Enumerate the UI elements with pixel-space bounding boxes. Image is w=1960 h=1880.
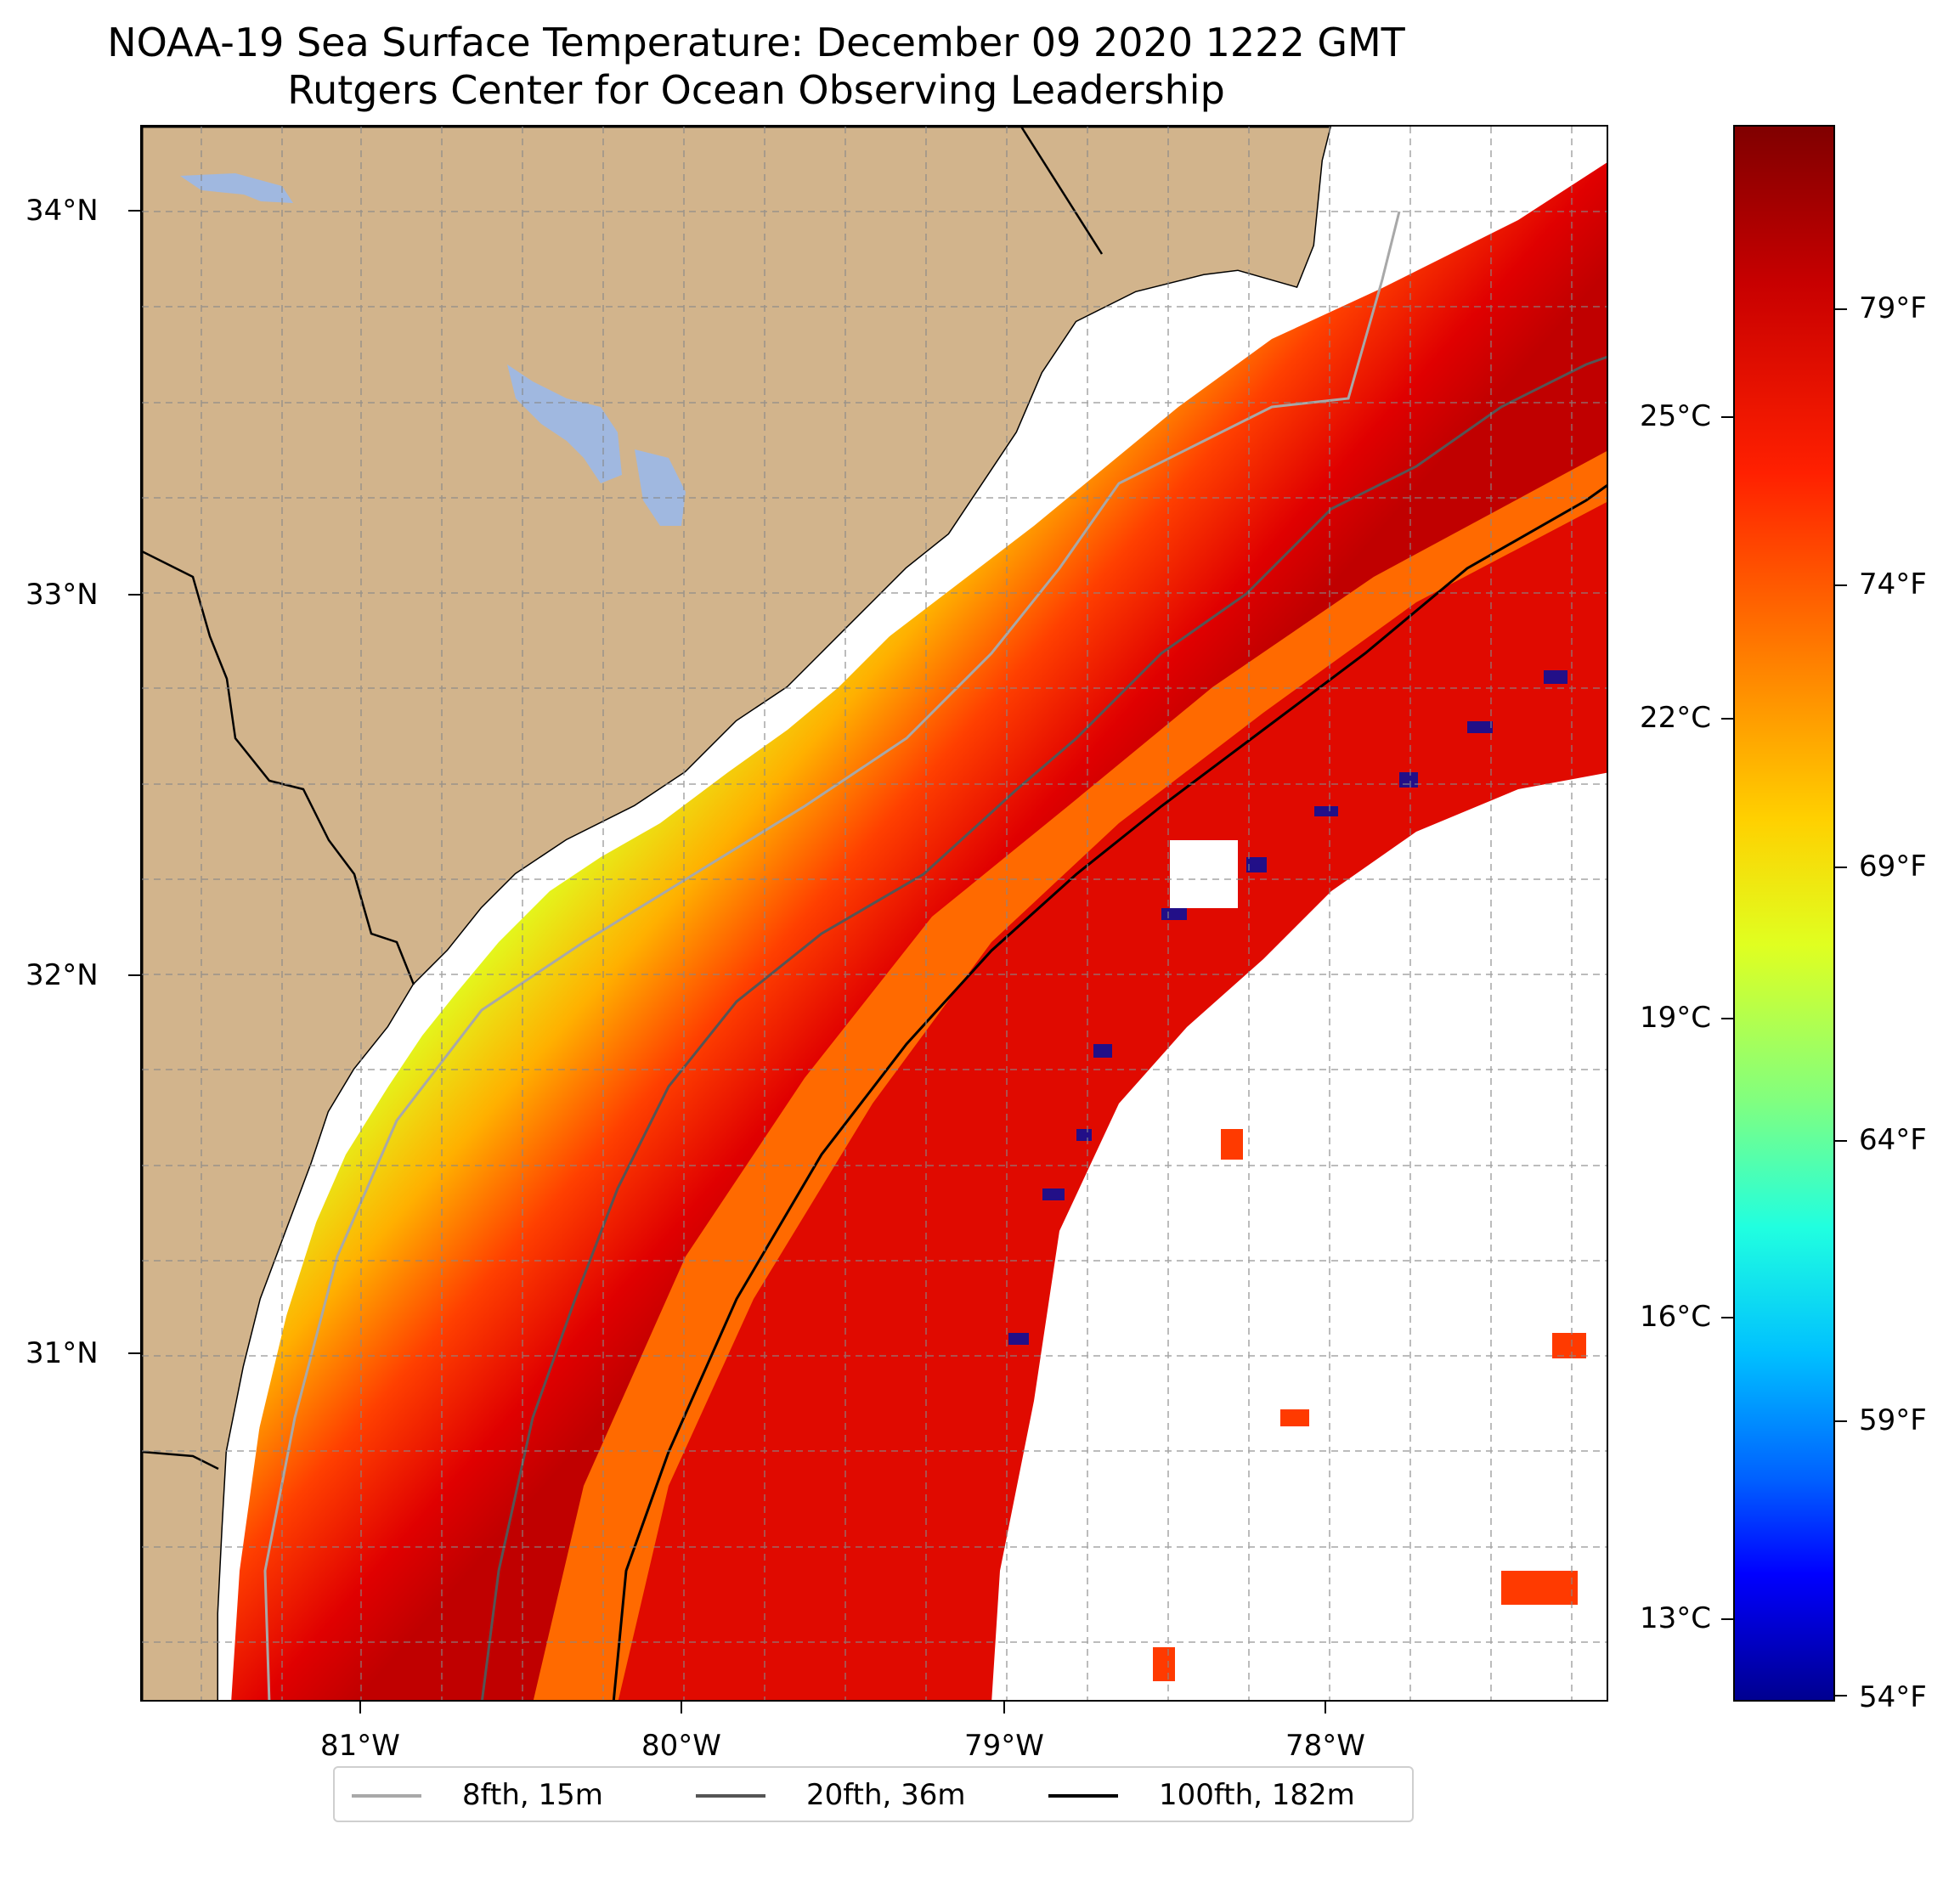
colorbar-label-fahrenheit: 54°F (1859, 1680, 1927, 1714)
colorbar-tick (1721, 1317, 1733, 1318)
lat-tick (128, 974, 140, 976)
colorbar-tick (1721, 718, 1733, 720)
legend-item-8fth: 8fth, 15m (352, 1776, 675, 1814)
colorbar-label-fahrenheit: 79°F (1859, 291, 1927, 325)
colorbar-tick (1721, 1618, 1733, 1620)
colorbar-label-celsius: 13°C (1640, 1601, 1712, 1635)
coastal-no-data (218, 127, 1365, 1700)
lon-tick (1003, 1702, 1005, 1713)
legend-swatch (1048, 1794, 1118, 1798)
colorbar-label-fahrenheit: 64°F (1859, 1123, 1927, 1157)
colorbar-label-fahrenheit: 69°F (1859, 850, 1927, 884)
lon-label-81w: 81°W (320, 1729, 400, 1763)
colorbar-label-fahrenheit: 74°F (1859, 567, 1927, 601)
lat-tick (128, 1352, 140, 1354)
lat-label-34n: 34°N (25, 194, 99, 228)
lat-label-31n: 31°N (25, 1336, 99, 1370)
colorbar-tick (1835, 1695, 1847, 1697)
state-border (142, 550, 415, 985)
legend-item-20fth: 20fth, 36m (696, 1776, 1019, 1814)
colorbar-label-celsius: 25°C (1640, 399, 1712, 433)
isobath-20fth (481, 355, 1607, 1700)
colorbar-label-fahrenheit: 59°F (1859, 1403, 1927, 1437)
lat-label-33n: 33°N (25, 578, 99, 612)
lakes (180, 173, 686, 526)
chart-title: NOAA-19 Sea Surface Temperature: Decembe… (107, 20, 1405, 65)
isobath-8fth (263, 211, 1401, 1700)
state-border (142, 1450, 219, 1471)
colorbar-tick (1721, 416, 1733, 418)
lat-label-32n: 32°N (25, 958, 99, 992)
colorbar-tick (1835, 1420, 1847, 1422)
lon-tick (681, 1702, 682, 1713)
sst-map[interactable] (140, 125, 1608, 1702)
lat-tick (128, 210, 140, 212)
legend-swatch (696, 1794, 765, 1798)
legend-swatch (352, 1794, 421, 1798)
colorbar-label-celsius: 22°C (1640, 701, 1712, 735)
colorbar-tick (1835, 1140, 1847, 1142)
legend-label: 8fth, 15m (462, 1778, 603, 1812)
map-canvas (142, 127, 1607, 1700)
colorbar-label-celsius: 19°C (1640, 1001, 1712, 1035)
lon-tick (359, 1702, 361, 1713)
lon-label-80w: 80°W (641, 1729, 721, 1763)
sst-field-orange-band (533, 451, 1607, 1700)
lat-tick (128, 594, 140, 596)
gridlines (142, 127, 1607, 1700)
lon-label-79w: 79°W (964, 1729, 1044, 1763)
isobath-100fth (612, 484, 1607, 1700)
no-data-inshore-patch (1170, 840, 1238, 908)
colorbar-label-celsius: 16°C (1640, 1300, 1712, 1334)
no-data-region (991, 772, 1607, 1700)
lon-tick (1325, 1702, 1326, 1713)
chart-subtitle: Rutgers Center for Ocean Observing Leade… (287, 67, 1225, 113)
legend-label: 100fth, 182m (1159, 1778, 1355, 1812)
offshore-warm-patches (1153, 1129, 1586, 1681)
colorbar-tick (1835, 308, 1847, 310)
colorbar (1733, 125, 1835, 1702)
state-border (1020, 127, 1104, 255)
isobath-legend: 8fth, 15m 20fth, 36m 100fth, 182m (333, 1766, 1414, 1822)
colorbar-tick (1835, 867, 1847, 868)
lon-label-78w: 78°W (1285, 1729, 1365, 1763)
legend-item-100fth: 100fth, 182m (1048, 1776, 1405, 1814)
colorbar-tick (1721, 1018, 1733, 1019)
colorbar-tick (1835, 584, 1847, 586)
legend-label: 20fth, 36m (806, 1778, 966, 1812)
